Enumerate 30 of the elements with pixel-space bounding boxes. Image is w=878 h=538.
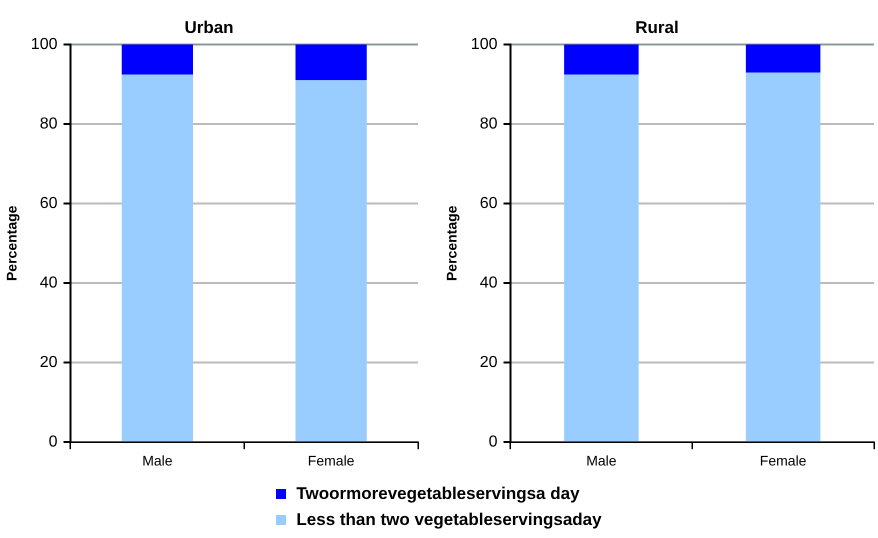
bar: [746, 72, 820, 442]
x-tick-label: Female: [760, 452, 807, 468]
y-tick-label: 100: [30, 36, 58, 53]
y-axis-title: Percentage: [3, 205, 20, 282]
y-tick-label: 80: [40, 115, 58, 132]
y-axis-title: Percentage: [443, 205, 460, 282]
bar: [296, 80, 367, 442]
y-tick-label: 60: [480, 194, 498, 212]
y-tick-label: 40: [480, 274, 498, 292]
bar: [746, 44, 820, 73]
chart-title: Urban: [184, 18, 234, 37]
y-tick-label: 60: [40, 194, 58, 212]
bar: [564, 44, 639, 75]
x-tick-label: Female: [308, 452, 355, 468]
y-tick-label: 0: [488, 434, 498, 451]
chart-title: Rural: [635, 18, 679, 37]
y-tick-label: 80: [480, 115, 498, 132]
legend-label: Twoormorevegetableservingsa day: [296, 484, 580, 504]
legend-label: Less than two vegetableservingsaday: [296, 510, 602, 530]
y-tick-label: 20: [40, 354, 58, 372]
bar: [122, 74, 193, 442]
y-tick-label: 40: [40, 274, 58, 292]
bar: [564, 74, 639, 442]
x-tick-label: Male: [142, 452, 173, 468]
y-tick-label: 100: [470, 36, 498, 53]
bar: [122, 44, 193, 75]
y-tick-label: 0: [48, 434, 58, 451]
y-tick-label: 20: [480, 354, 498, 372]
bar: [296, 44, 367, 80]
x-tick-label: Male: [586, 452, 617, 468]
